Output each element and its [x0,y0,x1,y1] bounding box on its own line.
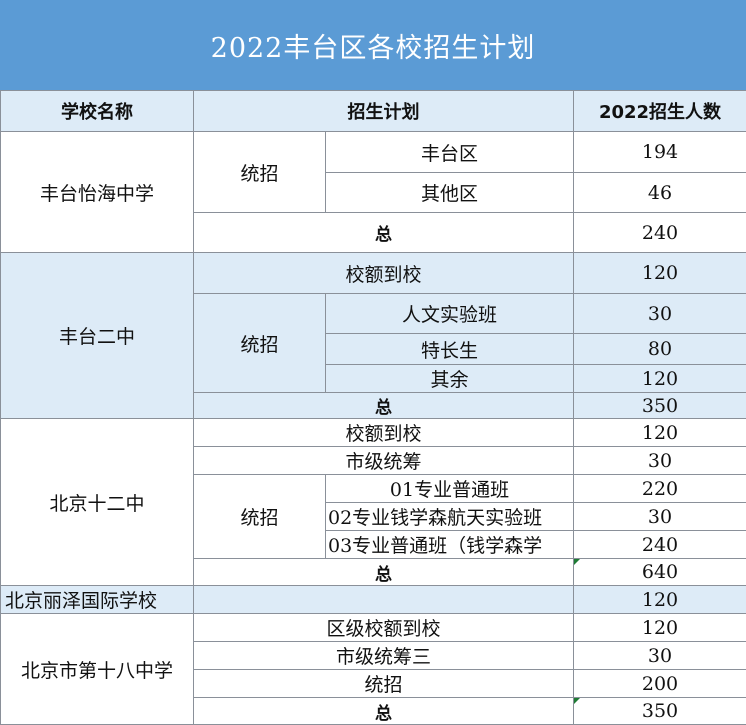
school-name[interactable]: 北京丽泽国际学校 [1,586,194,614]
school-name[interactable]: 丰台怡海中学 [1,132,194,253]
plan-item[interactable]: 区级校额到校 [194,614,574,642]
table-row: 北京市第十八中学 区级校额到校 120 [1,614,746,642]
total-cell[interactable]: 350 [574,393,746,419]
plan-item[interactable]: 丰台区 [326,132,574,173]
total-label[interactable]: 总 [194,559,574,586]
enrollment-table: 学校名称 招生计划 2022招生人数 丰台怡海中学 统招 丰台区 194 其他区… [0,90,746,725]
total-cell[interactable]: 640 [574,559,746,586]
count-cell[interactable]: 120 [574,419,746,447]
total-label[interactable]: 总 [194,698,574,725]
count-cell[interactable]: 46 [574,173,746,213]
plan-type[interactable]: 统招 [194,132,326,213]
total-label[interactable]: 总 [194,393,574,419]
plan-item[interactable]: 市级统筹 [194,447,574,475]
plan-item[interactable]: 其他区 [326,173,574,213]
table-row: 丰台怡海中学 统招 丰台区 194 [1,132,746,173]
plan-item[interactable]: 其余 [326,365,574,393]
plan-type[interactable]: 统招 [194,475,326,559]
count-cell[interactable]: 200 [574,670,746,698]
plan-item[interactable]: 人文实验班 [326,294,574,334]
table-row: 丰台二中 校额到校 120 [1,253,746,294]
plan-type[interactable]: 统招 [194,294,326,393]
total-cell[interactable]: 350 [574,698,746,725]
school-name[interactable]: 丰台二中 [1,253,194,419]
table-title: 2022丰台区各校招生计划 [0,0,746,90]
count-cell[interactable]: 30 [574,642,746,670]
school-name[interactable]: 北京市第十八中学 [1,614,194,725]
table-row: 北京十二中 校额到校 120 [1,419,746,447]
plan-item[interactable]: 统招 [194,670,574,698]
plan-item[interactable]: 02专业钱学森航天实验班 [326,503,574,531]
count-cell[interactable]: 120 [574,365,746,393]
header-school[interactable]: 学校名称 [1,91,194,132]
header-plan[interactable]: 招生计划 [194,91,574,132]
school-name[interactable]: 北京十二中 [1,419,194,586]
count-cell[interactable]: 194 [574,132,746,173]
table-row: 北京丽泽国际学校 120 [1,586,746,614]
plan-item[interactable]: 特长生 [326,334,574,365]
count-cell[interactable]: 120 [574,586,746,614]
count-cell[interactable]: 80 [574,334,746,365]
plan-item[interactable]: 校额到校 [194,253,574,294]
plan-item[interactable]: 03专业普通班（钱学森学 [326,531,574,559]
plan-item[interactable]: 市级统筹三 [194,642,574,670]
count-cell[interactable]: 30 [574,503,746,531]
count-cell[interactable]: 120 [574,614,746,642]
header-count[interactable]: 2022招生人数 [574,91,746,132]
plan-item[interactable]: 01专业普通班 [326,475,574,503]
count-cell[interactable]: 30 [574,447,746,475]
count-cell[interactable]: 240 [574,531,746,559]
count-cell[interactable]: 220 [574,475,746,503]
plan-item[interactable]: 校额到校 [194,419,574,447]
total-cell[interactable]: 240 [574,213,746,253]
count-cell[interactable]: 120 [574,253,746,294]
header-row: 学校名称 招生计划 2022招生人数 [1,91,746,132]
total-label[interactable]: 总 [194,213,574,253]
count-cell[interactable]: 30 [574,294,746,334]
plan-item-empty[interactable] [194,586,574,614]
